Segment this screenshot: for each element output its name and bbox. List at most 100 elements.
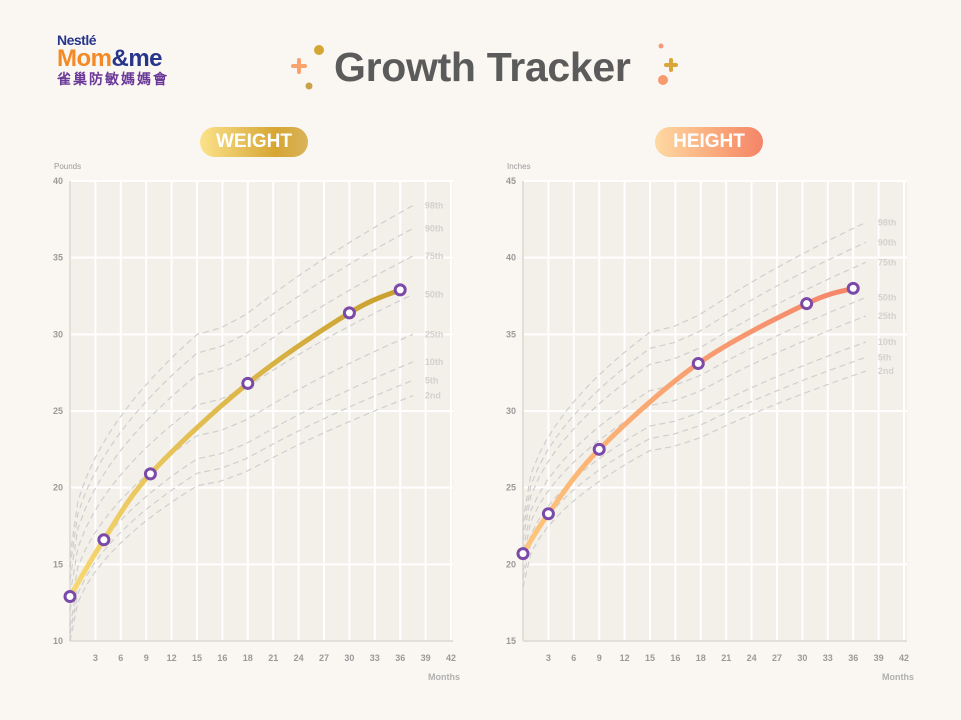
percentile-label: 10th [878, 337, 897, 347]
y-tick-label: 35 [506, 329, 516, 339]
x-tick-label: 15 [645, 653, 655, 663]
y-tick-label: 15 [53, 559, 63, 569]
x-axis-label: Months [882, 672, 914, 682]
data-point [342, 306, 356, 320]
x-tick-label: 24 [747, 653, 757, 663]
percentile-label: 50th [425, 289, 444, 299]
y-tick-label: 20 [53, 483, 63, 493]
x-tick-label: 30 [344, 653, 354, 663]
x-tick-label: 21 [721, 653, 731, 663]
x-tick-label: 33 [823, 653, 833, 663]
x-tick-label: 3 [93, 653, 98, 663]
percentile-label: 98th [425, 201, 444, 211]
y-tick-label: 20 [506, 559, 516, 569]
percentile-label: 90th [425, 224, 444, 234]
percentile-curve-90th [69, 227, 414, 568]
y-tick-label: 40 [53, 176, 63, 186]
x-axis-label: Months [428, 672, 460, 682]
x-tick-label: 9 [144, 653, 149, 663]
y-tick-label: 30 [506, 406, 516, 416]
y-tick-label: 10 [53, 636, 63, 646]
data-point [541, 507, 555, 521]
sparkle-left-icon [291, 45, 324, 90]
page-title: Growth Tracker [334, 44, 631, 90]
x-tick-label: 27 [772, 653, 782, 663]
data-point [97, 533, 111, 547]
x-tick-label: 18 [243, 653, 253, 663]
data-point [241, 376, 255, 390]
percentile-label: 98th [878, 217, 897, 227]
data-point [63, 590, 77, 604]
y-tick-label: 45 [506, 176, 516, 186]
percentile-label: 75th [425, 251, 444, 261]
percentile-curve-98th [522, 221, 867, 522]
percentile-label: 75th [878, 257, 897, 267]
data-point [393, 283, 407, 297]
percentile-curve-98th [69, 204, 414, 557]
percentile-label: 5th [425, 375, 439, 385]
y-tick-label: 15 [506, 636, 516, 646]
percentile-curve-75th [69, 255, 414, 580]
data-point [143, 467, 157, 481]
x-tick-label: 6 [571, 653, 576, 663]
percentile-curve-25th [522, 315, 867, 560]
x-tick-label: 39 [874, 653, 884, 663]
percentile-label: 90th [878, 237, 897, 247]
weight-chart-title: WEIGHT [200, 127, 308, 157]
x-tick-label: 16 [217, 653, 227, 663]
data-point [846, 281, 860, 295]
sparkle-right-icon [658, 43, 678, 85]
percentile-curve-25th [69, 333, 414, 611]
logo-chinese: 雀巢防敏媽媽會 [57, 72, 169, 88]
x-tick-label: 12 [620, 653, 630, 663]
y-tick-label: 25 [506, 483, 516, 493]
logo-wordmark: Mom&me [57, 45, 163, 72]
x-tick-label: 27 [319, 653, 329, 663]
y-tick-label: 35 [53, 253, 63, 263]
percentile-label: 50th [878, 293, 897, 303]
x-tick-label: 36 [848, 653, 858, 663]
data-point [516, 547, 530, 561]
x-tick-label: 30 [797, 653, 807, 663]
x-tick-label: 9 [597, 653, 602, 663]
x-tick-label: 24 [294, 653, 304, 663]
percentile-curve-5th [522, 356, 867, 579]
percentile-label: 25th [878, 311, 897, 321]
percentile-label: 2nd [425, 391, 441, 401]
data-point [592, 442, 606, 456]
x-tick-label: 42 [899, 653, 909, 663]
percentile-curve-75th [522, 261, 867, 540]
percentile-curve-2nd [522, 370, 867, 588]
y-tick-label: 40 [506, 253, 516, 263]
x-tick-label: 15 [192, 653, 202, 663]
percentile-label: 2nd [878, 366, 894, 376]
percentile-label: 5th [878, 352, 892, 362]
x-tick-label: 39 [421, 653, 431, 663]
percentile-curve-50th [69, 293, 414, 596]
logo-brand: Nestlé [57, 32, 97, 48]
x-tick-label: 3 [546, 653, 551, 663]
x-tick-label: 6 [118, 653, 123, 663]
x-tick-label: 12 [167, 653, 177, 663]
x-tick-label: 33 [370, 653, 380, 663]
percentile-curve-50th [522, 296, 867, 551]
percentile-curve-5th [69, 379, 414, 634]
y-tick-label: 25 [53, 406, 63, 416]
x-tick-label: 42 [446, 653, 456, 663]
percentile-curve-90th [522, 241, 867, 531]
y-axis-label: Pounds [54, 162, 81, 171]
height-chart-title: HEIGHT [655, 127, 763, 157]
x-tick-label: 36 [395, 653, 405, 663]
data-point [800, 297, 814, 311]
data-point [691, 356, 705, 370]
nestle-mom-and-me-logo: Nestlé Mom&me 雀巢防敏媽媽會 [57, 33, 197, 89]
x-tick-label: 21 [268, 653, 278, 663]
y-tick-label: 30 [53, 329, 63, 339]
x-tick-label: 18 [696, 653, 706, 663]
percentile-label: 10th [425, 357, 444, 367]
x-tick-label: 16 [670, 653, 680, 663]
